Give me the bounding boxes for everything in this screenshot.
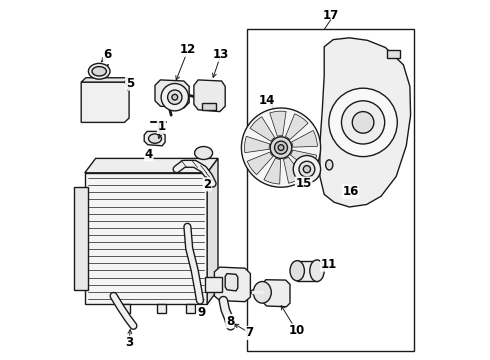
Polygon shape xyxy=(215,267,250,302)
Text: 6: 6 xyxy=(103,48,112,61)
Circle shape xyxy=(242,108,320,187)
Text: 10: 10 xyxy=(288,324,305,337)
Polygon shape xyxy=(225,274,238,291)
Circle shape xyxy=(329,88,397,157)
Text: 17: 17 xyxy=(322,9,339,22)
Text: 7: 7 xyxy=(245,327,254,339)
Wedge shape xyxy=(247,152,273,175)
Text: 3: 3 xyxy=(125,336,133,349)
Circle shape xyxy=(299,161,315,177)
Polygon shape xyxy=(121,304,130,313)
Circle shape xyxy=(278,145,284,150)
Polygon shape xyxy=(387,50,400,58)
Polygon shape xyxy=(186,304,195,313)
Wedge shape xyxy=(264,158,281,184)
Text: 9: 9 xyxy=(197,306,205,319)
Text: 2: 2 xyxy=(203,178,211,191)
Circle shape xyxy=(161,84,189,111)
Polygon shape xyxy=(81,78,129,82)
Text: 8: 8 xyxy=(226,315,234,328)
Polygon shape xyxy=(262,280,290,307)
Circle shape xyxy=(274,141,288,154)
Polygon shape xyxy=(155,80,189,108)
Ellipse shape xyxy=(148,134,162,143)
Wedge shape xyxy=(250,117,275,141)
Circle shape xyxy=(352,112,374,133)
Ellipse shape xyxy=(253,282,271,303)
Text: 11: 11 xyxy=(321,258,337,271)
Text: 13: 13 xyxy=(213,48,229,61)
Wedge shape xyxy=(292,130,318,147)
Circle shape xyxy=(342,101,385,144)
Ellipse shape xyxy=(310,260,324,282)
Polygon shape xyxy=(320,38,411,207)
Circle shape xyxy=(303,166,311,173)
Text: 4: 4 xyxy=(145,148,153,161)
Polygon shape xyxy=(85,173,207,304)
Polygon shape xyxy=(205,277,221,292)
Text: 14: 14 xyxy=(259,94,275,107)
Polygon shape xyxy=(144,131,165,146)
Polygon shape xyxy=(202,103,216,110)
Polygon shape xyxy=(194,80,225,112)
Circle shape xyxy=(172,94,178,100)
Ellipse shape xyxy=(290,261,304,281)
Text: 1: 1 xyxy=(157,120,166,133)
Polygon shape xyxy=(85,158,218,173)
Bar xyxy=(247,29,414,351)
Circle shape xyxy=(168,90,182,104)
Wedge shape xyxy=(286,114,308,140)
Ellipse shape xyxy=(92,67,106,76)
Wedge shape xyxy=(245,136,270,153)
Polygon shape xyxy=(207,158,218,304)
Wedge shape xyxy=(284,157,303,183)
Polygon shape xyxy=(297,261,317,281)
Ellipse shape xyxy=(195,147,213,159)
Polygon shape xyxy=(157,304,166,313)
Text: 16: 16 xyxy=(343,185,359,198)
Circle shape xyxy=(293,156,320,183)
Wedge shape xyxy=(270,111,286,136)
Text: 15: 15 xyxy=(295,177,312,190)
Polygon shape xyxy=(74,187,88,290)
Ellipse shape xyxy=(88,63,110,79)
Polygon shape xyxy=(81,82,129,122)
Text: 5: 5 xyxy=(125,77,134,90)
Circle shape xyxy=(270,137,292,158)
Wedge shape xyxy=(291,150,317,170)
Text: 12: 12 xyxy=(180,43,196,56)
Ellipse shape xyxy=(326,160,333,170)
